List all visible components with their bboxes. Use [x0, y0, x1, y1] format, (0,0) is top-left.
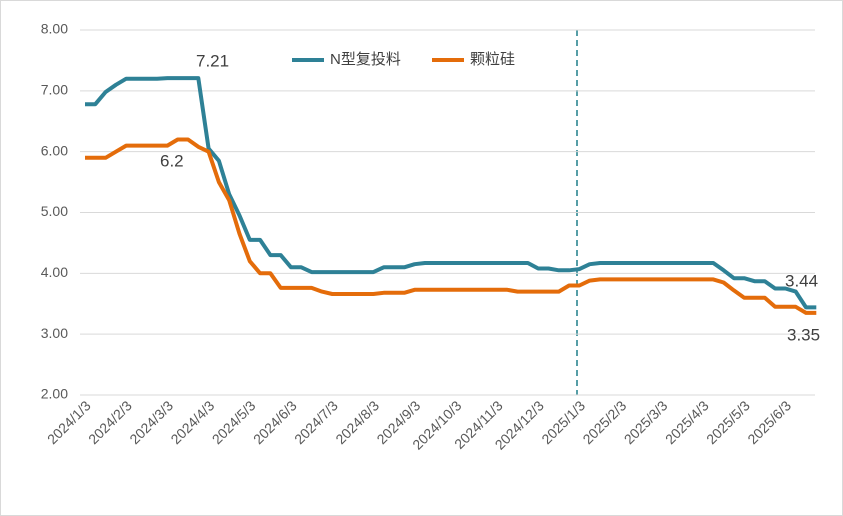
y-tick-label: 2.00	[41, 386, 68, 402]
y-tick-label: 5.00	[41, 203, 68, 219]
line-series	[85, 76, 817, 310]
legend-label: N型复投料	[330, 50, 401, 68]
legend-label: 颗粒硅	[470, 51, 515, 68]
data-label: 3.35	[787, 325, 820, 344]
y-tick-label: 4.00	[41, 264, 68, 280]
y-tick-label: 7.00	[41, 82, 68, 98]
legend	[285, 44, 560, 76]
y-tick-label: 8.00	[41, 21, 68, 37]
data-label: 7.21	[196, 51, 229, 70]
y-tick-label: 6.00	[41, 142, 68, 158]
y-tick-label: 3.00	[41, 325, 68, 341]
data-label: 6.2	[160, 151, 184, 170]
data-label: 3.44	[785, 271, 818, 290]
line-series	[85, 137, 817, 315]
